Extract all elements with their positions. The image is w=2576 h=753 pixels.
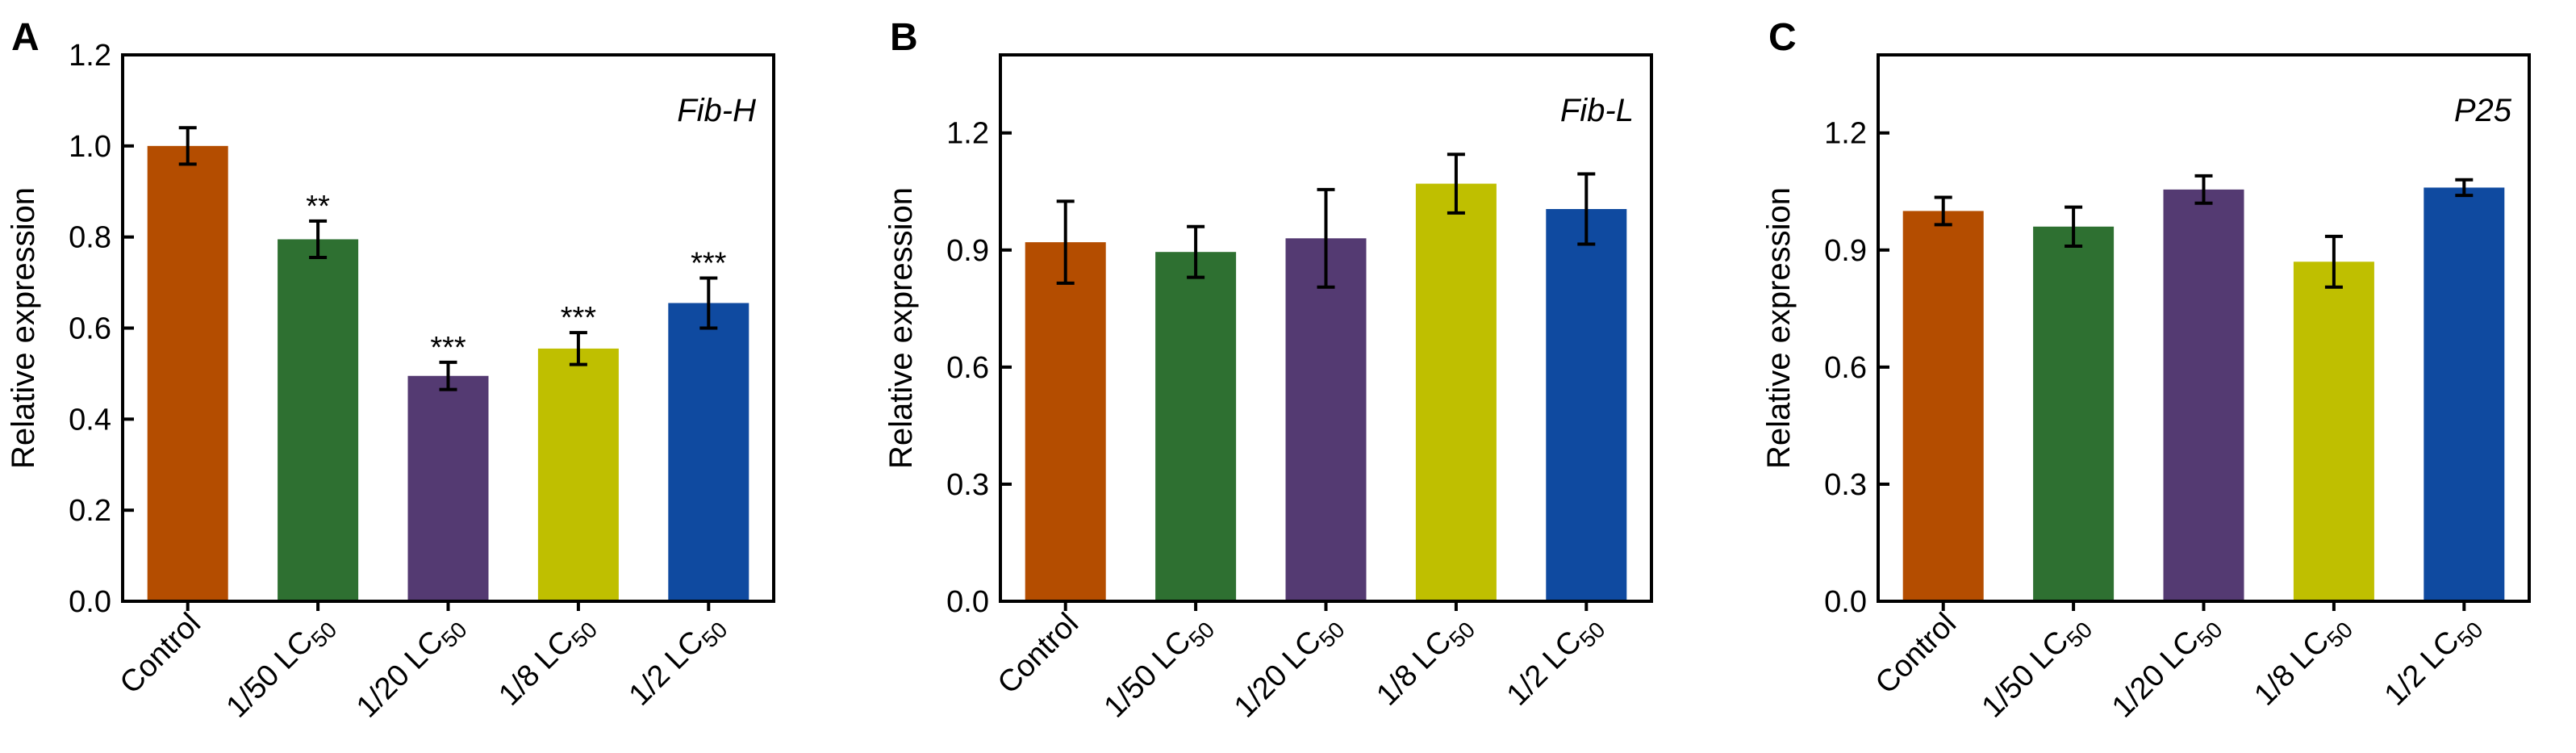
category-label: 1/2 LC50 bbox=[2378, 607, 2488, 717]
category-label: 1/50 LC50 bbox=[220, 607, 342, 729]
y-tick-label: 0.0 bbox=[946, 585, 989, 619]
category-label: 1/2 LC50 bbox=[623, 607, 733, 717]
y-axis-title: Relative expression bbox=[883, 187, 919, 469]
y-tick-label: 0.9 bbox=[946, 234, 989, 268]
bar bbox=[1902, 211, 1984, 601]
category-label: 1/2 LC50 bbox=[1501, 607, 1610, 717]
category-label: 1/50 LC50 bbox=[1976, 607, 2098, 729]
y-tick-label: 0.9 bbox=[1824, 234, 1867, 268]
y-tick-label: 0.6 bbox=[946, 351, 989, 385]
significance-label: *** bbox=[430, 331, 466, 365]
bar bbox=[668, 303, 749, 601]
category-label: 1/20 LC50 bbox=[350, 607, 472, 729]
category-label: 1/8 LC50 bbox=[1370, 607, 1480, 717]
bar bbox=[2033, 226, 2115, 601]
bar bbox=[278, 239, 359, 601]
gene-label: Fib-H bbox=[677, 93, 756, 128]
y-tick-label: 0.0 bbox=[1824, 585, 1867, 619]
chart-panel-c: C P25 Control 1/50 LC50 1/20 LC50 1/8 LC50 1/2… bbox=[1761, 16, 2531, 729]
y-tick-label: 0.4 bbox=[69, 403, 111, 437]
category-label: 1/50 LC50 bbox=[1098, 607, 1220, 729]
gene-label: P25 bbox=[2454, 93, 2512, 128]
bar bbox=[537, 348, 619, 601]
plot-frame bbox=[121, 53, 775, 603]
bar bbox=[1155, 252, 1237, 601]
category-label: 1/8 LC50 bbox=[492, 607, 602, 717]
y-tick-label: 1.2 bbox=[946, 117, 989, 151]
category-label: 1/8 LC50 bbox=[2248, 607, 2357, 717]
category-label: 1/20 LC50 bbox=[1228, 607, 1350, 729]
y-tick-label: 1.2 bbox=[1824, 117, 1867, 151]
category-label: Control bbox=[1869, 607, 1963, 701]
y-tick-label: 0.6 bbox=[1824, 351, 1867, 385]
y-tick-label: 0.3 bbox=[946, 468, 989, 502]
bar bbox=[407, 375, 489, 601]
bar bbox=[2424, 187, 2505, 601]
category-label: Control bbox=[992, 607, 1085, 701]
y-tick-label: 0.3 bbox=[1824, 468, 1867, 502]
gene-label: Fib-L bbox=[1560, 93, 1634, 128]
y-tick-label: 0.2 bbox=[69, 494, 111, 528]
significance-label: *** bbox=[691, 246, 727, 280]
chart-panel-a: A Fib-H Control ** 1/50 LC50 *** 1/20 LC50 *** 1… bbox=[6, 16, 775, 729]
y-tick-label: 0.0 bbox=[69, 585, 111, 619]
category-label: Control bbox=[114, 607, 207, 701]
bar bbox=[1546, 209, 1627, 601]
plot-frame bbox=[1877, 53, 2531, 603]
significance-label: ** bbox=[306, 190, 330, 224]
panel-letter: A bbox=[11, 16, 40, 59]
category-label: 1/20 LC50 bbox=[2106, 607, 2227, 729]
y-axis-title: Relative expression bbox=[1761, 187, 1797, 469]
bar bbox=[1415, 183, 1497, 602]
y-tick-label: 0.6 bbox=[69, 312, 111, 346]
bar bbox=[147, 145, 228, 602]
panel-letter: B bbox=[890, 16, 918, 59]
plot-frame bbox=[999, 53, 1653, 603]
bar bbox=[2163, 189, 2244, 601]
significance-label: *** bbox=[561, 301, 597, 335]
y-tick-label: 0.8 bbox=[69, 221, 111, 255]
y-tick-label: 1.2 bbox=[69, 39, 111, 73]
y-axis-title: Relative expression bbox=[6, 187, 41, 469]
panel-letter: C bbox=[1768, 16, 1797, 59]
y-tick-label: 1.0 bbox=[69, 130, 111, 164]
bar bbox=[1285, 238, 1367, 601]
bar bbox=[2293, 261, 2374, 601]
bar bbox=[1025, 242, 1106, 601]
